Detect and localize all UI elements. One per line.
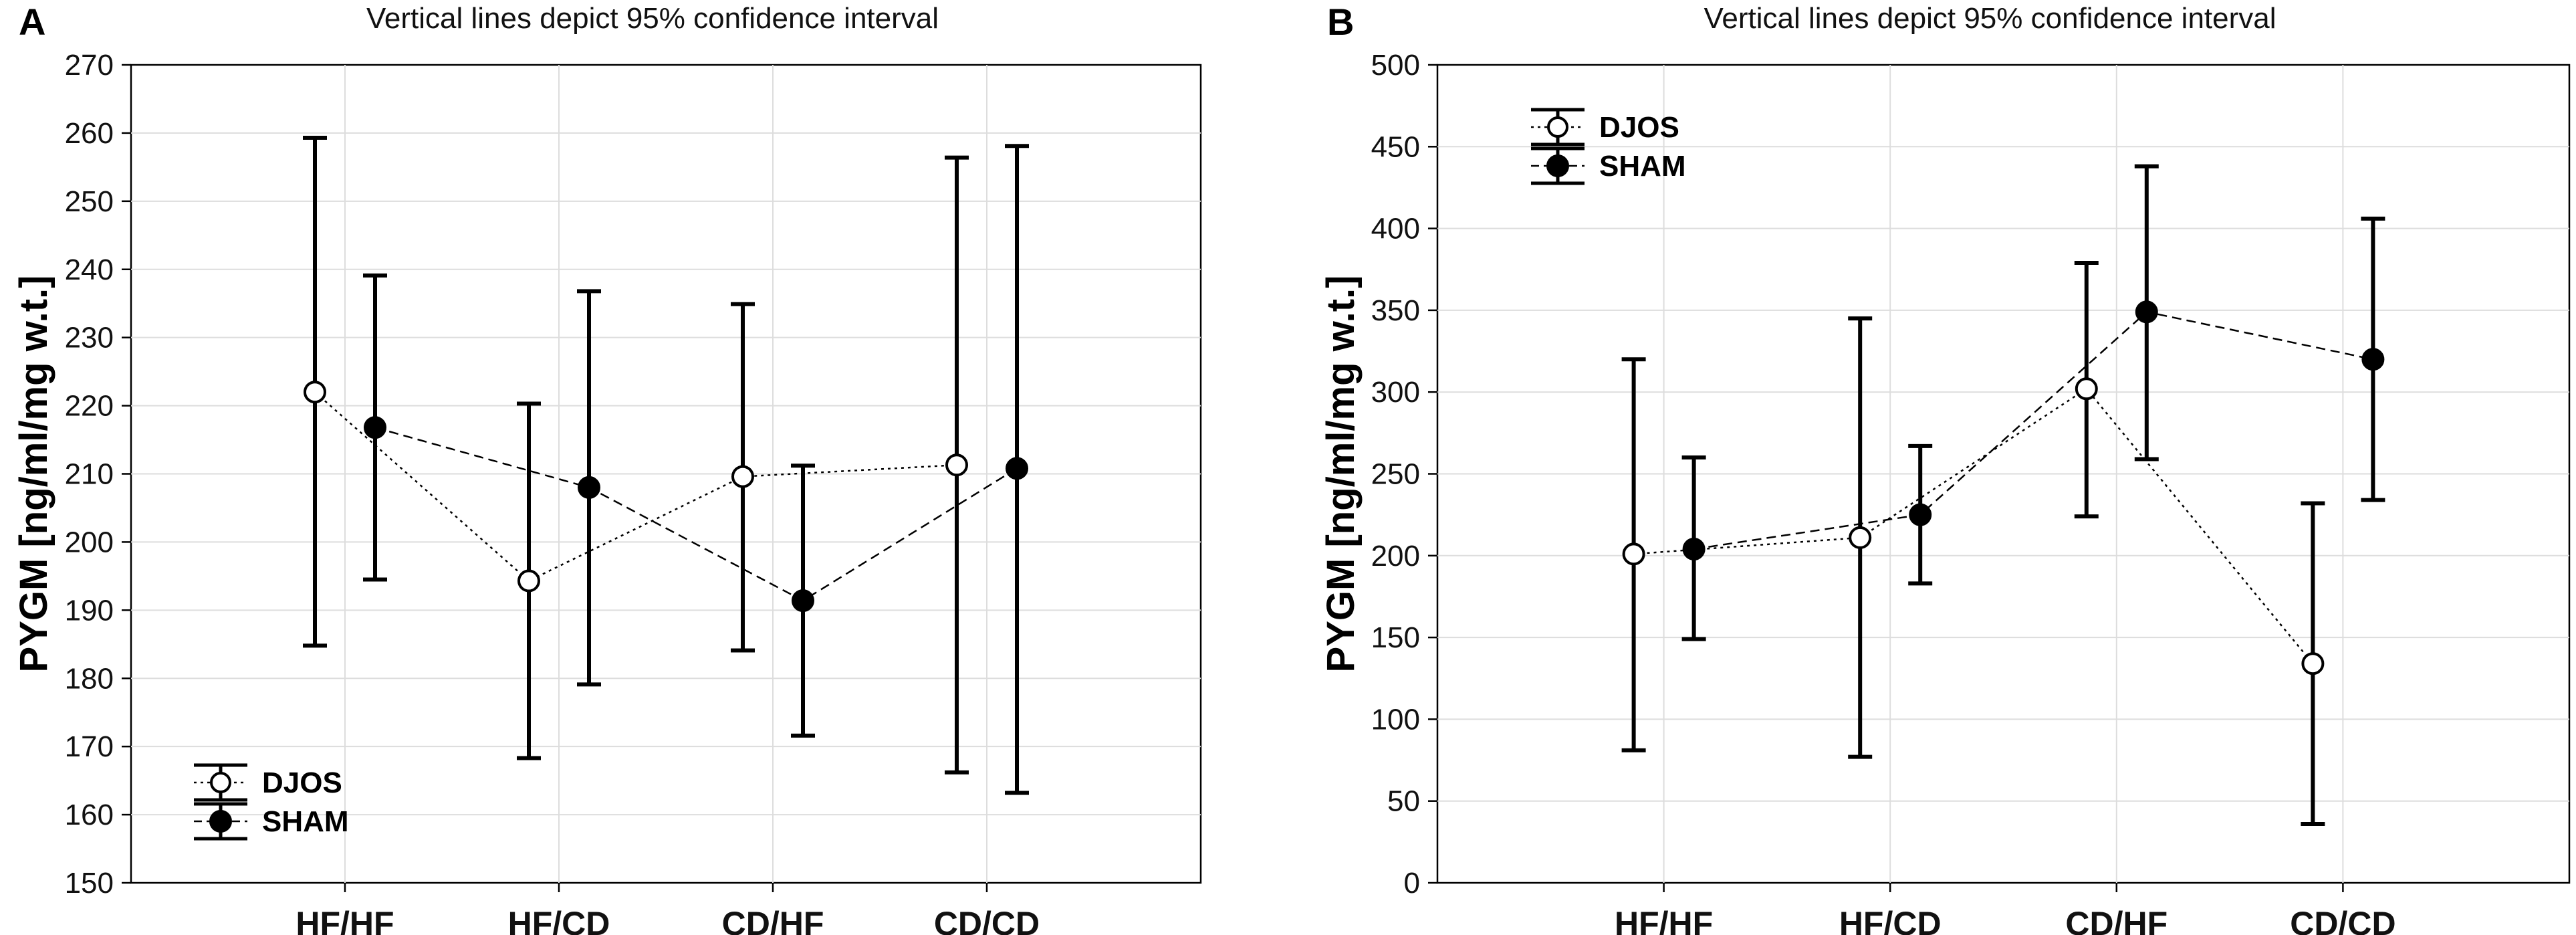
x-tick-label-hf-hf: HF/HF: [296, 905, 394, 935]
y-tick-label: 350: [1371, 294, 1420, 327]
chart-title: Vertical lines depict 95% confidence int…: [366, 2, 939, 35]
x-tick-label-cd-hf: CD/HF: [722, 905, 824, 935]
legend-label-djos: DJOS: [262, 766, 342, 799]
y-tick-label: 150: [65, 867, 114, 900]
y-tick-label: 230: [65, 322, 114, 354]
legend-marker-djos: [210, 772, 231, 793]
legend: DJOS SHAM: [1531, 108, 1686, 185]
series-line-djos: [314, 391, 957, 582]
data-point-sham: [2135, 300, 2158, 324]
data-point-djos: [2301, 652, 2325, 676]
x-tick-label-cd-hf: CD/HF: [2065, 905, 2168, 935]
y-tick-label: 300: [1371, 376, 1420, 409]
y-tick-label: 260: [65, 117, 114, 150]
x-tick-label-hf-cd: HF/CD: [1839, 905, 1942, 935]
x-tick-label-cd-cd: CD/CD: [934, 905, 1040, 935]
y-axis-label: PYGM [ng/ml/mg w.t.]: [1319, 276, 1363, 673]
data-point-djos: [731, 465, 754, 488]
series-line-djos: [1633, 387, 2314, 665]
data-point-djos: [2075, 377, 2098, 401]
y-tick-label: 250: [65, 185, 114, 218]
data-point-djos: [1622, 542, 1645, 566]
legend-marker-sham: [209, 810, 232, 833]
legend-label-sham: SHAM: [1599, 150, 1686, 183]
y-tick-label: 100: [1371, 703, 1420, 736]
series-line-sham: [1693, 310, 2373, 550]
panel-a: 150 160 170 180 190 200 210 220 230 240 250 260 270 H…: [12, 1, 1202, 935]
y-tick-label: 450: [1371, 130, 1420, 163]
y-axis-label: PYGM [ng/ml/mg w.t.]: [12, 276, 55, 673]
y-tick-label: 250: [1371, 458, 1420, 491]
data-point-sham: [2361, 348, 2385, 371]
y-tick-label: 150: [1371, 621, 1420, 654]
y-tick-label: 170: [65, 730, 114, 763]
y-tick-label: 270: [65, 49, 114, 82]
data-point-djos: [517, 569, 540, 593]
series-line-sham: [374, 426, 1018, 602]
x-tick-label-cd-cd: CD/CD: [2290, 905, 2395, 935]
chart-title: Vertical lines depict 95% confidence int…: [1704, 2, 2276, 35]
y-tick-label: 160: [65, 799, 114, 831]
x-tick-label-hf-hf: HF/HF: [1615, 905, 1713, 935]
y-tick-label: 50: [1387, 785, 1420, 818]
y-tick-label: 210: [65, 458, 114, 491]
panel-label: A: [19, 1, 45, 43]
legend-label-djos: DJOS: [1599, 111, 1679, 144]
y-tick-label: 200: [65, 526, 114, 558]
data-point-djos: [1849, 526, 1872, 549]
y-tick-label: 180: [65, 662, 114, 695]
data-point-sham: [578, 476, 600, 499]
data-point-sham: [1682, 538, 1706, 561]
data-point-djos: [304, 381, 326, 404]
data-point-sham: [1909, 503, 1932, 526]
data-point-djos: [945, 453, 968, 477]
y-tick-label: 200: [1371, 540, 1420, 573]
data-point-sham: [1006, 457, 1028, 480]
y-tick-label: 240: [65, 253, 114, 286]
legend-marker-sham: [1546, 154, 1569, 177]
legend: DJOS SHAM: [194, 763, 349, 841]
y-tick-label: 0: [1404, 867, 1420, 900]
y-tick-label: 220: [65, 390, 114, 423]
panel-label: B: [1327, 1, 1354, 43]
legend-marker-djos: [1547, 116, 1568, 138]
y-tick-label: 400: [1371, 213, 1420, 245]
y-tick-label: 190: [65, 594, 114, 627]
data-point-sham: [364, 416, 386, 439]
x-tick-label-hf-cd: HF/CD: [508, 905, 610, 935]
data-point-sham: [792, 589, 814, 613]
legend-label-sham: SHAM: [262, 805, 349, 838]
panel-b: 0 50 100 150 200 250 300 350 400 450 500 HF/HF HF/CD…: [1319, 1, 2571, 935]
y-tick-label: 500: [1371, 49, 1420, 82]
